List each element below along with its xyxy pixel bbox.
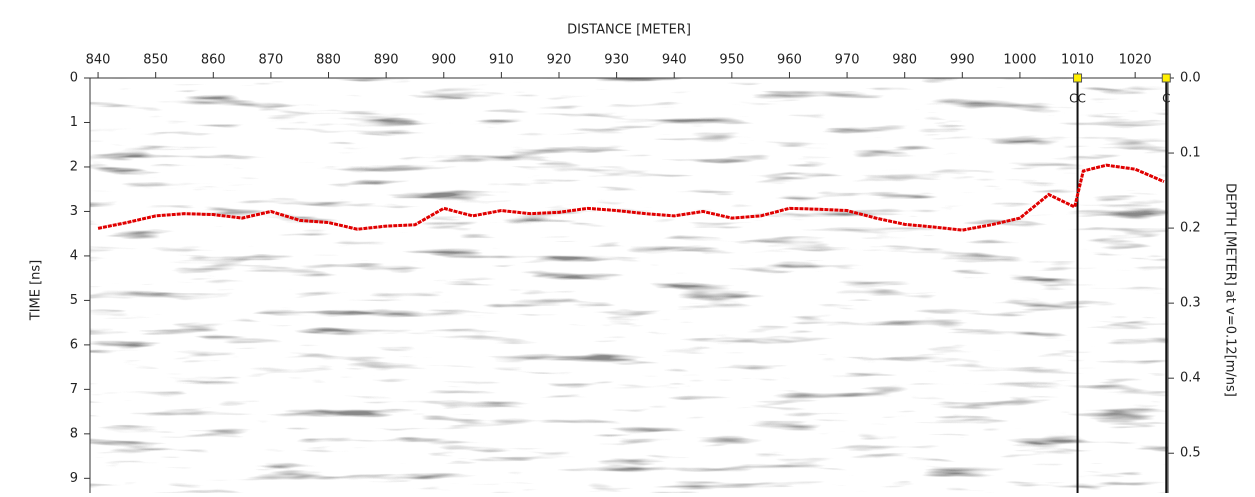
y2-axis-title: DEPTH [METER] at v=0.12[m/ns] — [1223, 183, 1238, 397]
x-tick-label: 1020 — [1119, 53, 1152, 68]
radargram — [90, 78, 1168, 493]
y2-tick-label: 0.1 — [1180, 146, 1201, 161]
y2-tick-label: 0.4 — [1180, 371, 1201, 386]
y-tick-label: 3 — [70, 204, 78, 219]
y-tick-label: 0 — [70, 71, 78, 86]
x-tick-label: 860 — [201, 53, 226, 68]
x-tick-label: 880 — [316, 53, 341, 68]
x-tick-label: 840 — [86, 53, 111, 68]
y-tick-label: 2 — [70, 159, 78, 174]
y-tick-label: 9 — [70, 471, 78, 486]
x-tick-label: 930 — [604, 53, 629, 68]
x-tick-label: 1000 — [1003, 53, 1036, 68]
y-tick-label: 6 — [70, 337, 78, 352]
y-tick-label: 5 — [70, 293, 78, 308]
pick-line — [97, 163, 1165, 232]
y-axis-title: TIME [ns] — [29, 260, 44, 322]
x-tick-label: 990 — [950, 53, 975, 68]
y-tick-label: 4 — [70, 248, 78, 263]
chart-title: DISTANCE [METER] — [567, 23, 691, 38]
x-tick-label: 940 — [662, 53, 687, 68]
marker — [1073, 73, 1083, 83]
x-tick-label: 960 — [777, 53, 802, 68]
y2-tick-label: 0.0 — [1180, 71, 1201, 86]
marker-label: CC — [1069, 92, 1086, 106]
x-tick-label: 920 — [547, 53, 572, 68]
x-tick-label: 910 — [489, 53, 514, 68]
x-tick-label: 890 — [374, 53, 399, 68]
x-tick-label: 900 — [431, 53, 456, 68]
y2-tick-label: 0.5 — [1180, 446, 1201, 461]
y-tick-label: 1 — [70, 115, 78, 130]
marker-label: C — [1162, 92, 1170, 106]
x-tick-label: 950 — [719, 53, 744, 68]
y2-tick-label: 0.2 — [1180, 221, 1201, 236]
marker — [1161, 73, 1171, 83]
y2-tick-label: 0.3 — [1180, 296, 1201, 311]
x-tick-label: 970 — [835, 53, 860, 68]
y-tick-label: 8 — [70, 426, 78, 441]
x-tick-label: 980 — [892, 53, 917, 68]
x-tick-label: 1010 — [1061, 53, 1094, 68]
x-tick-label: 870 — [259, 53, 284, 68]
x-tick-label: 850 — [143, 53, 168, 68]
y-tick-label: 7 — [70, 382, 78, 397]
